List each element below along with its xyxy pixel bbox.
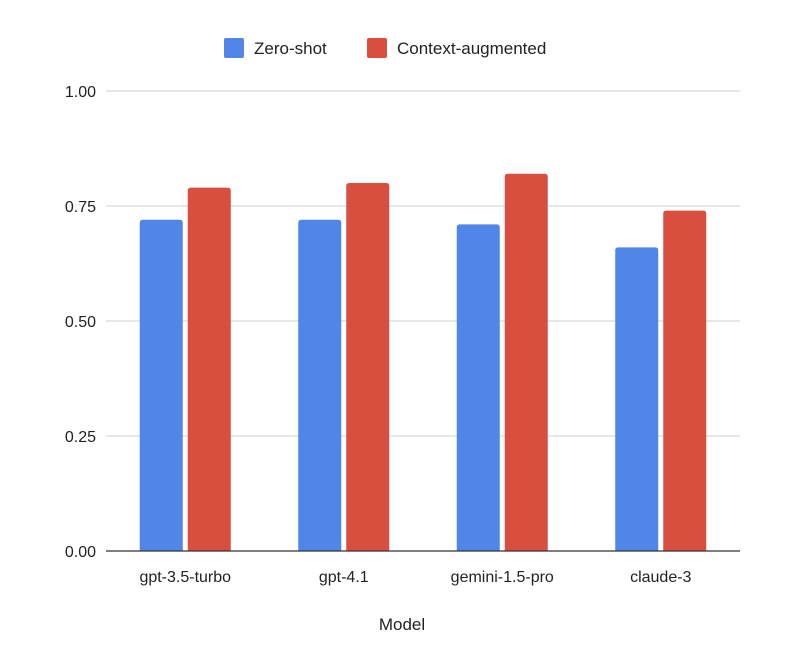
y-tick-label: 0.25 xyxy=(65,429,96,446)
bars xyxy=(139,173,707,552)
y-tick-label: 0.75 xyxy=(65,199,96,216)
x-tick-labels: gpt-3.5-turbo gpt-4.1 gemini-1.5-pro claude… xyxy=(139,569,691,586)
bar-zero-shot-gpt-4-1 xyxy=(298,219,342,552)
x-tick-label: gpt-3.5-turbo xyxy=(139,569,231,586)
y-tick-labels: 0.00 0.25 0.50 0.75 1.00 xyxy=(65,84,96,561)
x-tick-label: claude-3 xyxy=(630,569,691,586)
bar-context-augmented-claude-3 xyxy=(663,210,707,551)
legend-swatch xyxy=(224,38,244,58)
y-tick-label: 0.50 xyxy=(65,314,96,331)
bar-zero-shot-gpt-3-5-turbo xyxy=(139,219,183,552)
bar-context-augmented-gpt-3-5-turbo xyxy=(187,187,231,551)
legend-swatch xyxy=(367,38,387,58)
bar-zero-shot-claude-3 xyxy=(615,247,659,551)
legend-label: Context-augmented xyxy=(397,39,546,58)
x-tick-label: gemini-1.5-pro xyxy=(451,569,554,586)
y-tick-label: 0.00 xyxy=(65,544,96,561)
x-axis-title: Model xyxy=(379,615,425,634)
legend-label: Zero-shot xyxy=(254,39,327,58)
bar-context-augmented-gemini-1-5-pro xyxy=(504,173,548,552)
y-tick-label: 1.00 xyxy=(65,84,96,101)
bar-zero-shot-gemini-1-5-pro xyxy=(456,224,500,551)
legend: Zero-shot Context-augmented xyxy=(224,38,546,58)
x-tick-label: gpt-4.1 xyxy=(319,569,369,586)
bar-context-augmented-gpt-4-1 xyxy=(346,183,390,551)
